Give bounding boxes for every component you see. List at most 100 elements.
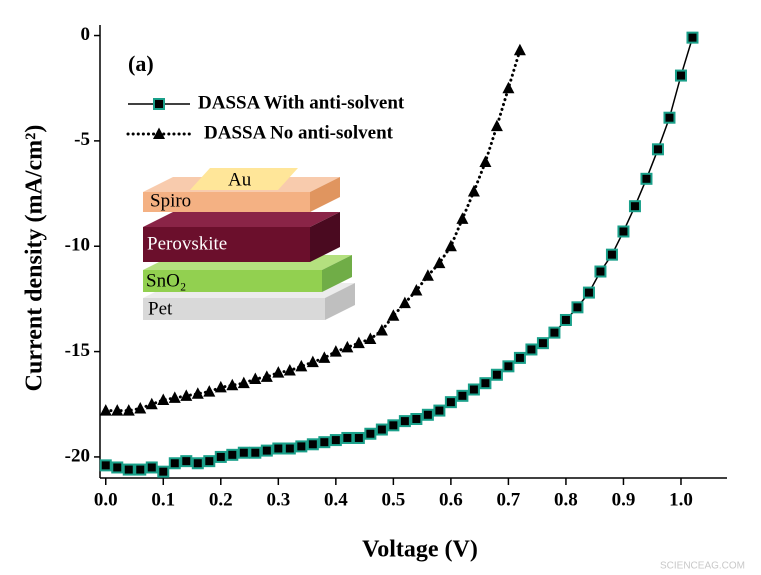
marker xyxy=(122,404,135,416)
marker xyxy=(502,360,515,373)
marker xyxy=(444,239,457,252)
layer-front xyxy=(143,270,322,292)
marker xyxy=(513,43,526,56)
marker xyxy=(341,431,354,444)
x-tick-label: 0.3 xyxy=(266,489,290,510)
x-tick-label: 0.2 xyxy=(209,489,233,510)
marker xyxy=(122,463,135,476)
marker xyxy=(180,389,193,401)
marker xyxy=(674,69,687,82)
marker xyxy=(605,248,618,261)
layer-side xyxy=(325,283,355,320)
marker xyxy=(295,359,308,372)
marker xyxy=(249,446,262,459)
marker xyxy=(513,351,526,364)
marker xyxy=(467,383,480,396)
marker xyxy=(467,184,480,197)
marker xyxy=(410,413,423,426)
marker xyxy=(536,337,549,350)
x-tick-label: 0.5 xyxy=(381,489,405,510)
marker xyxy=(594,265,607,278)
marker xyxy=(318,436,331,449)
marker xyxy=(398,415,411,428)
marker xyxy=(329,434,342,447)
marker xyxy=(456,389,469,402)
marker xyxy=(582,286,595,299)
legend-label: DASSA No anti-solvent xyxy=(204,122,394,143)
marker xyxy=(421,408,434,421)
marker xyxy=(433,256,446,269)
marker xyxy=(686,31,699,44)
x-tick-label: 0.7 xyxy=(497,489,521,510)
marker xyxy=(548,326,561,339)
x-tick-label: 0.6 xyxy=(439,489,463,510)
marker xyxy=(479,377,492,390)
x-axis-title: Voltage (V) xyxy=(362,537,478,563)
layer-label: Spiro xyxy=(150,190,191,211)
marker xyxy=(272,442,285,455)
marker xyxy=(663,111,676,124)
marker xyxy=(306,438,319,451)
marker xyxy=(490,368,503,381)
marker xyxy=(479,155,492,167)
marker xyxy=(628,200,641,213)
marker xyxy=(352,431,365,444)
marker xyxy=(559,313,572,326)
marker xyxy=(364,332,377,344)
layer-side xyxy=(310,212,340,262)
legend-label: DASSA With anti-solvent xyxy=(198,92,405,113)
marker xyxy=(456,212,469,224)
layer-side xyxy=(310,177,340,212)
marker xyxy=(203,455,216,468)
marker xyxy=(203,385,216,397)
marker xyxy=(387,419,400,432)
marker xyxy=(421,269,434,281)
layer-label: Pet xyxy=(148,298,173,319)
x-tick-label: 0.8 xyxy=(554,489,578,510)
marker xyxy=(525,343,538,356)
marker xyxy=(168,391,181,403)
marker xyxy=(352,336,365,349)
y-tick-label: -10 xyxy=(65,235,90,256)
layer-top xyxy=(143,212,340,227)
marker xyxy=(134,401,147,414)
x-tick-label: 0.9 xyxy=(612,489,636,510)
layer-front xyxy=(143,192,310,212)
marker xyxy=(145,397,158,410)
marker xyxy=(444,396,457,409)
marker xyxy=(571,301,584,314)
watermark: SCIENCEAG.COM xyxy=(660,561,745,572)
marker xyxy=(145,461,158,474)
marker xyxy=(398,296,411,309)
x-tick-label: 0.0 xyxy=(94,489,118,510)
marker xyxy=(153,98,165,110)
x-tick-label: 0.4 xyxy=(324,489,348,510)
marker xyxy=(214,450,227,463)
marker xyxy=(237,446,250,459)
layer-front xyxy=(143,227,310,262)
marker xyxy=(387,309,400,321)
marker xyxy=(226,378,239,391)
marker xyxy=(318,351,331,363)
marker xyxy=(237,376,250,389)
marker xyxy=(490,119,503,132)
marker xyxy=(153,127,165,139)
marker xyxy=(99,459,112,472)
layer-label: SnO₂ xyxy=(146,270,186,291)
marker xyxy=(433,404,446,417)
marker xyxy=(283,364,296,376)
layer-top xyxy=(190,168,298,190)
marker xyxy=(617,225,630,238)
layer-label: Perovskite xyxy=(147,233,227,254)
marker xyxy=(283,442,296,455)
marker xyxy=(226,448,239,461)
marker xyxy=(157,393,170,406)
marker xyxy=(651,143,664,156)
y-tick-label: -20 xyxy=(65,445,90,466)
y-axis-title: Current density (mA/cm²) xyxy=(22,125,48,392)
marker xyxy=(191,387,204,399)
marker xyxy=(249,372,262,384)
layer-side xyxy=(322,255,352,292)
marker xyxy=(502,81,515,94)
